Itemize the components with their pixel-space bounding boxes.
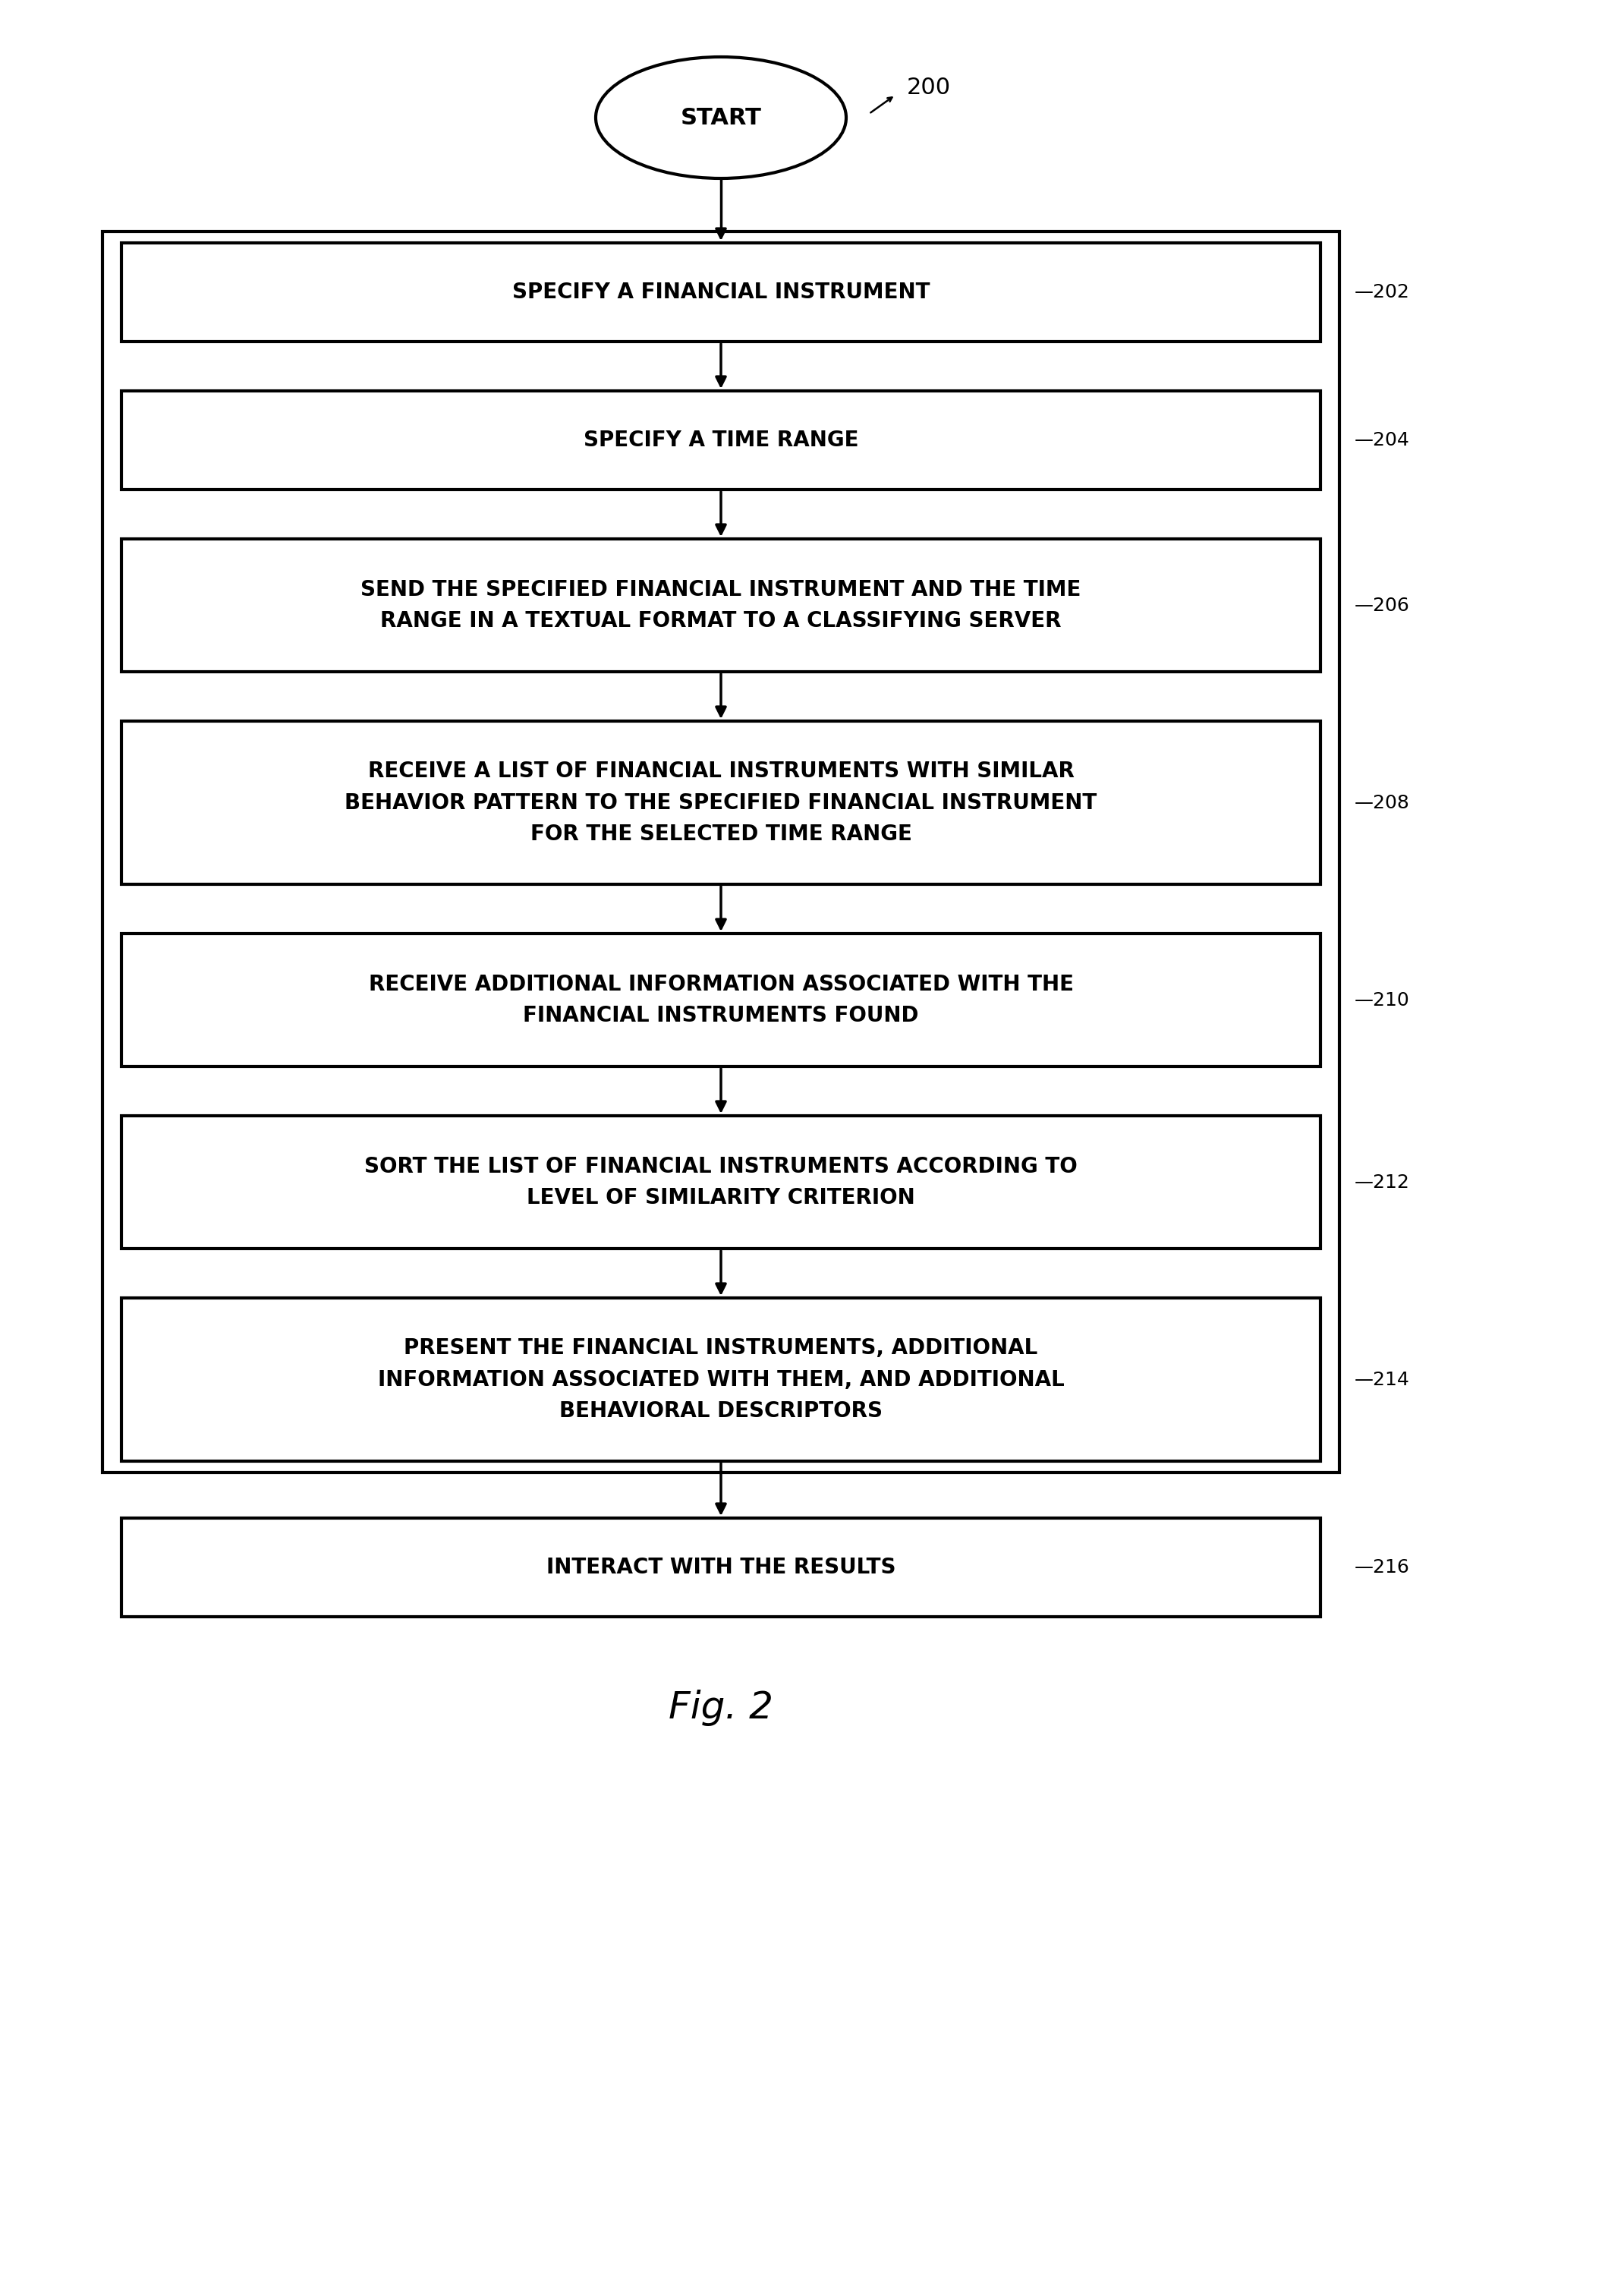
Bar	[122, 1518, 1320, 1617]
Ellipse shape	[596, 57, 846, 179]
Text: —210: —210	[1354, 992, 1410, 1010]
Text: INTERACT WITH THE RESULTS: INTERACT WITH THE RESULTS	[546, 1557, 896, 1578]
Text: —212: —212	[1354, 1172, 1410, 1191]
Text: RECEIVE ADDITIONAL INFORMATION ASSOCIATED WITH THE
FINANCIAL INSTRUMENTS FOUND: RECEIVE ADDITIONAL INFORMATION ASSOCIATE…	[369, 973, 1073, 1026]
Bar	[122, 934, 1320, 1067]
Text: SEND THE SPECIFIED FINANCIAL INSTRUMENT AND THE TIME
RANGE IN A TEXTUAL FORMAT T: SEND THE SPECIFIED FINANCIAL INSTRUMENT …	[361, 579, 1082, 632]
Bar	[122, 538, 1320, 671]
Bar	[122, 1115, 1320, 1248]
Text: PRESENT THE FINANCIAL INSTRUMENTS, ADDITIONAL
INFORMATION ASSOCIATED WITH THEM, : PRESENT THE FINANCIAL INSTRUMENTS, ADDIT…	[378, 1337, 1064, 1422]
Bar	[102, 231, 1340, 1472]
Text: START: START	[680, 108, 762, 128]
Text: —206: —206	[1354, 595, 1410, 614]
Bar	[122, 1298, 1320, 1461]
Text: —204: —204	[1354, 431, 1410, 449]
Bar	[122, 392, 1320, 490]
Text: RECEIVE A LIST OF FINANCIAL INSTRUMENTS WITH SIMILAR
BEHAVIOR PATTERN TO THE SPE: RECEIVE A LIST OF FINANCIAL INSTRUMENTS …	[344, 760, 1098, 845]
Text: 200: 200	[906, 76, 952, 98]
Text: —208: —208	[1354, 795, 1410, 811]
Text: —214: —214	[1354, 1369, 1410, 1388]
Text: Fig. 2: Fig. 2	[669, 1690, 773, 1727]
Bar	[122, 243, 1320, 341]
Text: SORT THE LIST OF FINANCIAL INSTRUMENTS ACCORDING TO
LEVEL OF SIMILARITY CRITERIO: SORT THE LIST OF FINANCIAL INSTRUMENTS A…	[364, 1156, 1077, 1209]
Bar	[122, 721, 1320, 884]
Text: —202: —202	[1354, 284, 1410, 302]
Text: SPECIFY A TIME RANGE: SPECIFY A TIME RANGE	[583, 431, 859, 451]
Text: SPECIFY A FINANCIAL INSTRUMENT: SPECIFY A FINANCIAL INSTRUMENT	[512, 282, 931, 302]
Text: —216: —216	[1354, 1557, 1410, 1576]
